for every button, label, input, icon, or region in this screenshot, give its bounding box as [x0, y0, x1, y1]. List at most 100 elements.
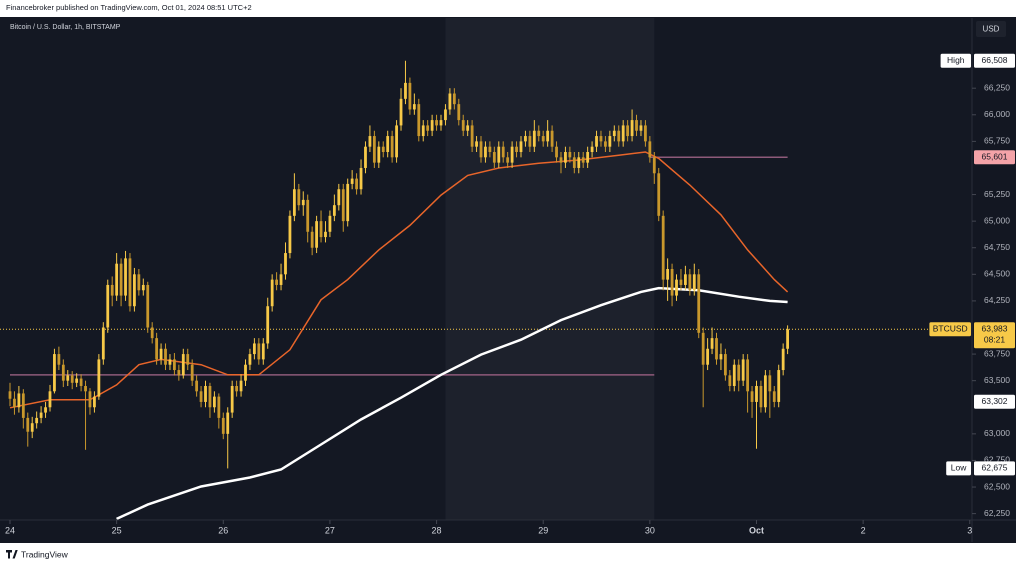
candle-body: [106, 284, 110, 328]
candle-body: [697, 274, 701, 333]
candle-body: [332, 205, 336, 216]
candle-body: [39, 412, 43, 418]
candle-body: [768, 375, 772, 392]
candle-body: [244, 364, 247, 381]
candle-body: [746, 359, 750, 392]
candle-body: [470, 125, 474, 147]
candle-body: [226, 412, 230, 434]
y-tick-label: 63,500: [984, 375, 1010, 385]
candle-body: [461, 120, 465, 131]
candle-body: [48, 391, 52, 408]
candle-body: [421, 125, 425, 137]
y-tick-label: 66,250: [984, 82, 1010, 92]
candle-body: [319, 221, 323, 238]
candle-body: [524, 136, 527, 142]
candle-body: [141, 284, 145, 291]
candle-body: [8, 391, 12, 399]
candle-body: [164, 348, 167, 365]
candle-body: [692, 274, 696, 291]
price-label-name: BTCUSD: [933, 324, 968, 334]
price-label-name: Low: [951, 463, 967, 473]
candle-body: [115, 263, 119, 296]
candle-body: [715, 338, 718, 360]
candle-body: [497, 146, 501, 163]
candle-body: [675, 279, 678, 296]
x-tick-label: 2: [861, 525, 866, 535]
candle-body: [546, 130, 550, 142]
price-label-value: 63,983: [982, 324, 1008, 334]
candle-body: [501, 146, 505, 158]
candle-body: [97, 359, 101, 397]
session-shade: [445, 18, 655, 520]
candle-body: [759, 385, 763, 408]
candle-body: [723, 354, 727, 376]
candle-body: [701, 332, 705, 365]
candle-body: [626, 125, 630, 137]
candle-body: [181, 354, 185, 376]
price-label-box: [974, 322, 1015, 349]
candle-body: [719, 354, 723, 360]
candle-body: [261, 343, 265, 360]
candle-body: [617, 130, 621, 142]
x-tick-label: 25: [112, 525, 122, 535]
candle-body: [252, 343, 256, 355]
candle-body: [528, 136, 532, 147]
y-tick-label: 62,750: [984, 455, 1010, 465]
candle-body: [568, 152, 572, 158]
candle-body: [484, 146, 487, 158]
candle-body: [457, 104, 461, 121]
candle-body: [70, 375, 74, 383]
candle-body: [26, 417, 30, 432]
candle-body: [230, 385, 234, 413]
candle-body: [208, 385, 212, 408]
candle-body: [564, 152, 567, 163]
y-tick-label: 65,250: [984, 189, 1010, 199]
candle-body: [341, 189, 345, 222]
candle-body: [288, 215, 292, 254]
candle-body: [688, 274, 692, 291]
candle-body: [133, 274, 136, 307]
footer-text: TradingView: [21, 549, 69, 559]
candle-body: [159, 348, 163, 360]
candle-body: [612, 130, 616, 137]
candle-body: [44, 407, 47, 413]
y-tick-label: 64,250: [984, 295, 1010, 305]
candle-body: [284, 253, 287, 275]
candle-body: [506, 157, 510, 163]
candle-body: [728, 375, 732, 386]
candle-body: [168, 359, 172, 365]
price-label-box: [974, 53, 1015, 68]
plot-layer: [0, 18, 972, 521]
candle-body: [17, 393, 21, 408]
candle-body: [515, 146, 518, 153]
candle-body: [763, 375, 767, 408]
candle-body: [57, 354, 61, 365]
candle-body: [266, 306, 270, 344]
candle-body: [550, 130, 554, 147]
candle-body: [155, 338, 159, 360]
candle-body: [88, 391, 92, 408]
candle-body: [350, 178, 354, 184]
candle-body: [644, 125, 647, 142]
candle-body: [177, 370, 181, 376]
header-text: Financebroker published on TradingView.c…: [6, 3, 252, 12]
candle-body: [61, 364, 65, 381]
candle-body: [150, 327, 154, 339]
candle-body: [555, 146, 558, 158]
candle-body: [737, 364, 741, 381]
candle-body: [301, 199, 305, 206]
candle-body: [190, 364, 194, 381]
x-tick-label: 29: [538, 525, 548, 535]
candle-body: [53, 354, 56, 392]
candle-body: [408, 82, 412, 110]
candle-body: [479, 141, 483, 158]
candle-body: [635, 120, 638, 131]
candle-body: [750, 391, 754, 402]
y-tick-label: 63,750: [984, 348, 1010, 358]
x-tick-label: 3: [967, 525, 972, 535]
candle-body: [448, 93, 452, 110]
candle-body: [390, 136, 394, 158]
candle-body: [604, 141, 607, 147]
y-tick-label: 62,250: [984, 508, 1010, 518]
